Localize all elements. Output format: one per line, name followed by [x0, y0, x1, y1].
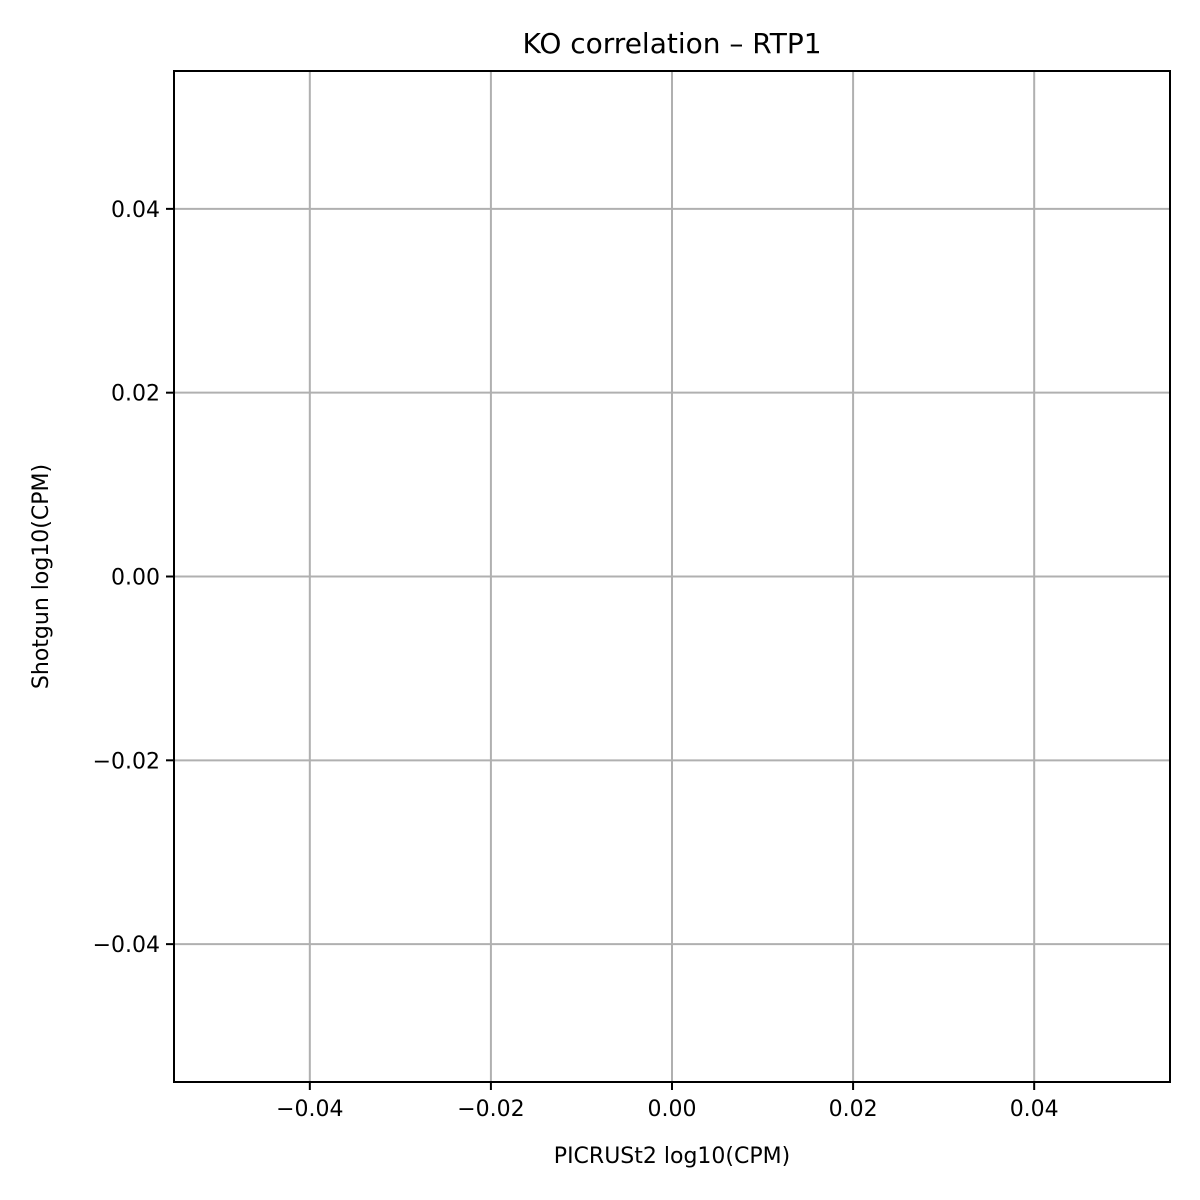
y-tick-label: −0.02	[93, 749, 160, 774]
x-tick-label: −0.04	[276, 1097, 343, 1122]
x-tick-label: 0.02	[829, 1097, 878, 1122]
y-tick-label: −0.04	[93, 933, 160, 958]
y-tick-label: 0.00	[111, 566, 160, 591]
x-tick-label: −0.02	[457, 1097, 524, 1122]
x-tick-label: 0.04	[1010, 1097, 1059, 1122]
y-tick-label: 0.04	[111, 198, 160, 223]
grid-layer	[174, 71, 1170, 1082]
x-axis-label: PICRUSt2 log10(CPM)	[554, 1144, 790, 1169]
y-tick-label: 0.02	[111, 382, 160, 407]
chart-title: KO correlation – RTP1	[522, 27, 821, 60]
ticks-layer: −0.04 −0.02 0.00 0.02 0.04 −0.04 −0.02 0.00 0.02…	[93, 198, 1059, 1122]
y-axis-label: Shotgun log10(CPM)	[29, 464, 54, 689]
x-tick-label: 0.00	[648, 1097, 697, 1122]
